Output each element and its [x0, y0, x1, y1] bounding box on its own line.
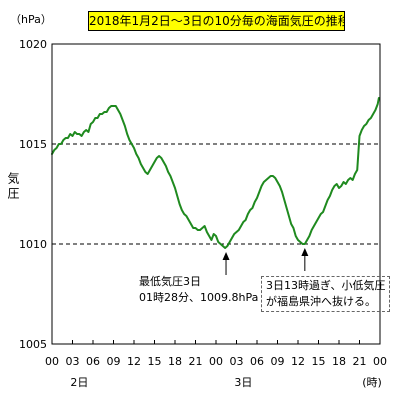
annotation-line: 3日13時過ぎ、小低気圧: [266, 279, 386, 292]
reference-lines: [52, 143, 380, 245]
y-tick-label: 1005: [19, 338, 47, 351]
x-tick-label: 00: [209, 355, 223, 368]
x-tick-label: 18: [332, 355, 346, 368]
day-label: 3日: [234, 376, 252, 389]
x-tick-label: 12: [127, 355, 141, 368]
x-tick-label: 00: [373, 355, 387, 368]
chart-title: 2018年1月2日～3日の10分毎の海面気圧の推移: [88, 11, 345, 31]
x-axis: 00 03 06 09 12 15 18 21 00 03 06 09 12 15 18 21 00: [45, 340, 387, 368]
x-tick-label: 18: [168, 355, 182, 368]
y-axis-label: 気圧: [6, 172, 20, 202]
day-labels: 2日 3日: [70, 376, 252, 389]
x-tick-label: 03: [230, 355, 244, 368]
y-axis: 1020 1015 1010 1005: [19, 38, 56, 351]
y-tick-label: 1020: [19, 38, 47, 51]
annotation-line: が福島県沖へ抜ける。: [266, 295, 376, 308]
x-tick-label: 09: [107, 355, 121, 368]
x-tick-label: 15: [148, 355, 162, 368]
x-tick-label: 06: [250, 355, 264, 368]
annotation-line: 最低気圧3日: [139, 275, 201, 288]
x-tick-label: 15: [312, 355, 326, 368]
annotation-arrows: [222, 248, 309, 275]
annotation-arrow-head: [301, 248, 309, 256]
annotation-arrow-head: [222, 252, 230, 260]
x-tick-label: 12: [291, 355, 305, 368]
y-axis-unit: （hPa）: [10, 13, 52, 26]
x-tick-label: 03: [66, 355, 80, 368]
x-tick-label: 21: [353, 355, 367, 368]
y-tick-label: 1015: [19, 138, 47, 151]
annotation-minimum-pressure: 最低気圧3日 01時28分、1009.8hPa: [139, 274, 258, 306]
x-tick-label: 09: [271, 355, 285, 368]
x-tick-label: 00: [45, 355, 59, 368]
y-tick-label: 1010: [19, 238, 47, 251]
annotation-line: 01時28分、1009.8hPa: [139, 291, 259, 304]
day-label: 2日: [70, 376, 88, 389]
annotation-low-pressure-note: 3日13時過ぎ、小低気圧 が福島県沖へ抜ける。: [261, 276, 391, 312]
x-tick-label: 06: [86, 355, 100, 368]
x-tick-label: 21: [189, 355, 203, 368]
pressure-series-line: [51, 97, 380, 249]
x-axis-unit: (時): [362, 376, 382, 389]
